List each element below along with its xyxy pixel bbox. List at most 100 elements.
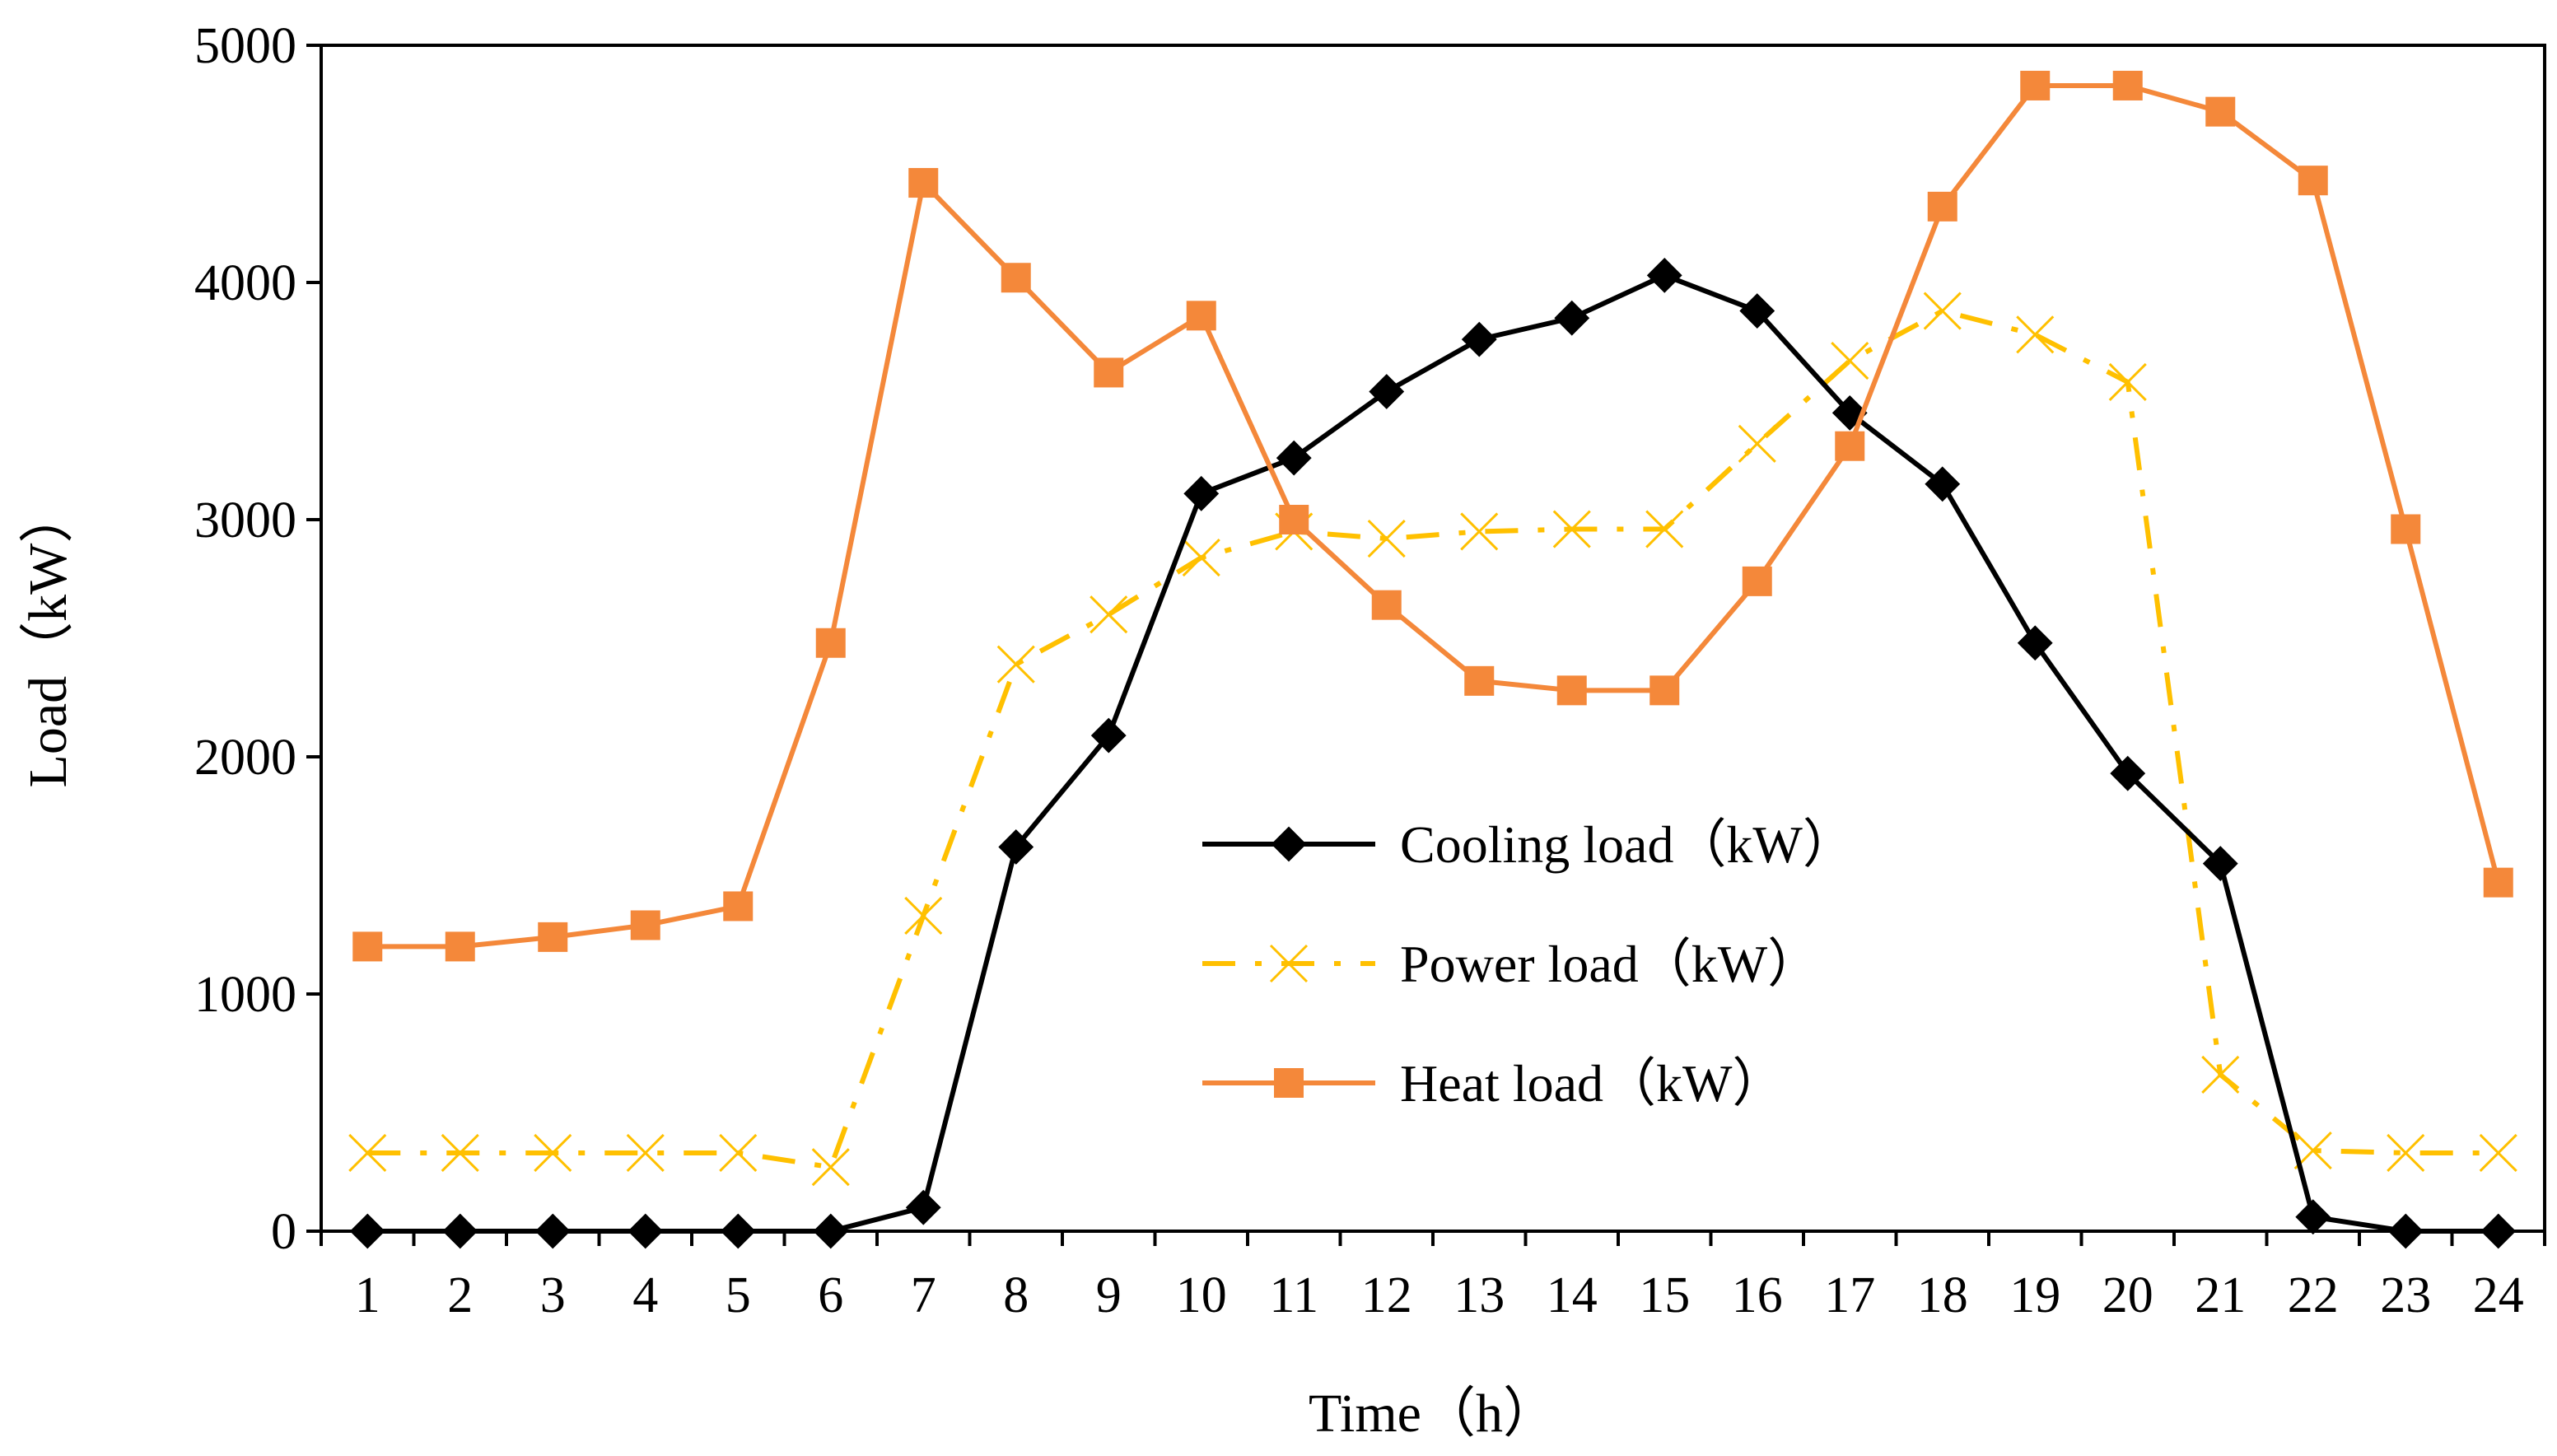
series-line (367, 308, 2499, 1170)
data-point-square (815, 628, 846, 658)
x-tick-label: 8 (1003, 1267, 1029, 1323)
x-tick-label: 17 (1824, 1267, 1875, 1323)
data-point-square (2020, 70, 2051, 100)
legend-label: Power load（kW） (1400, 935, 1820, 993)
legend-marker-x (1269, 944, 1309, 983)
data-point-diamond (720, 1213, 756, 1249)
x-tick-label: 20 (2102, 1267, 2153, 1323)
data-point-x (811, 1148, 850, 1187)
y-tick-label: 4000 (194, 255, 296, 311)
data-point-x (2016, 315, 2055, 354)
y-axis-title: Load（kW） (18, 489, 78, 788)
x-tick-label: 19 (2009, 1267, 2060, 1323)
data-point-square (352, 931, 383, 962)
data-point-diamond (1739, 293, 1775, 329)
data-point-square (1556, 675, 1587, 706)
data-point-diamond (2480, 1213, 2517, 1249)
data-point-x (441, 1133, 479, 1173)
y-axis-ticks: 0 1000 2000 3000 4000 5000 (194, 18, 321, 1260)
data-point-square (445, 931, 475, 962)
x-tick-label: 13 (1453, 1267, 1505, 1323)
x-tick-label: 5 (726, 1267, 751, 1323)
x-tick-label: 24 (2473, 1267, 2524, 1323)
data-point-square (2112, 70, 2143, 100)
data-point-x (534, 1133, 572, 1173)
x-tick-label: 3 (540, 1267, 566, 1323)
data-point-diamond (2017, 625, 2053, 661)
legend-item: Cooling load（kW） (1202, 815, 1855, 874)
data-point-diamond (1925, 466, 1961, 502)
y-tick-label: 2000 (194, 730, 296, 786)
data-point-diamond (1831, 394, 1868, 431)
data-point-x (1552, 510, 1591, 548)
data-point-x (1738, 424, 1776, 463)
data-point-square (1464, 665, 1495, 696)
data-point-diamond (905, 1189, 941, 1225)
data-point-x (2479, 1133, 2517, 1173)
data-point-square (1001, 263, 1031, 293)
x-tick-label: 23 (2380, 1267, 2431, 1323)
x-tick-label: 6 (818, 1267, 843, 1323)
y-tick-label: 3000 (194, 492, 296, 548)
series-power-load (348, 292, 2517, 1187)
x-tick-label: 4 (632, 1267, 658, 1323)
x-tick-label: 18 (1917, 1267, 1968, 1323)
data-point-square (1927, 191, 1957, 222)
data-point-diamond (1646, 257, 1682, 293)
x-tick-label: 15 (1639, 1267, 1690, 1323)
data-point-diamond (1554, 300, 1590, 336)
data-point-square (1279, 505, 1309, 534)
data-point-diamond (2295, 1199, 2331, 1235)
series-cooling-load (349, 257, 2517, 1249)
data-point-diamond (1276, 440, 1312, 476)
data-point-diamond (813, 1213, 849, 1249)
series-line (367, 82, 2501, 950)
data-point-x (996, 645, 1035, 684)
data-point-square (1371, 590, 1402, 620)
x-tick-label: 21 (2195, 1267, 2246, 1323)
data-point-x (2387, 1133, 2425, 1173)
y-tick-label: 1000 (194, 967, 296, 1023)
data-point-x (1645, 510, 1684, 548)
x-tick-label: 11 (1269, 1267, 1318, 1323)
data-point-square (1649, 675, 1680, 706)
data-point-square (1186, 301, 1216, 331)
data-point-square (2298, 166, 2328, 196)
data-point-square (1835, 431, 1865, 461)
data-point-diamond (1369, 374, 1405, 409)
data-point-x (1923, 292, 1962, 330)
data-point-x (1090, 595, 1128, 634)
x-tick-label: 10 (1176, 1267, 1227, 1323)
x-tick-label: 14 (1547, 1267, 1598, 1323)
data-point-diamond (349, 1213, 385, 1249)
y-tick-label: 0 (271, 1204, 296, 1260)
legend-marker-diamond (1271, 826, 1307, 862)
data-point-x (348, 1133, 387, 1173)
data-point-square (538, 922, 568, 952)
data-point-x (904, 896, 943, 936)
data-point-square (723, 891, 754, 922)
y-tick-label: 5000 (194, 18, 296, 74)
legend-marker-square (1274, 1068, 1304, 1098)
x-tick-label: 7 (911, 1267, 936, 1323)
data-point-x (2108, 362, 2147, 402)
legend-label: Cooling load（kW） (1400, 815, 1855, 874)
plot-area-frame (320, 44, 2546, 1233)
data-point-square (2205, 96, 2236, 127)
x-axis-title: Time（h） (1309, 1384, 1557, 1444)
data-point-diamond (2202, 846, 2238, 882)
data-point-x (2201, 1055, 2240, 1094)
data-point-square (1094, 357, 1124, 388)
data-point-square (630, 910, 660, 940)
data-point-diamond (442, 1213, 478, 1249)
data-point-x (1831, 341, 1869, 380)
data-point-diamond (628, 1213, 664, 1249)
data-point-diamond (1090, 717, 1127, 754)
data-point-diamond (2387, 1213, 2424, 1249)
series-heat-load (352, 70, 2513, 962)
data-point-square (1742, 566, 1772, 596)
data-point-diamond (998, 829, 1034, 865)
data-point-diamond (1461, 321, 1497, 357)
data-point-x (1182, 539, 1220, 577)
legend-label: Heat load（kW） (1400, 1054, 1785, 1113)
